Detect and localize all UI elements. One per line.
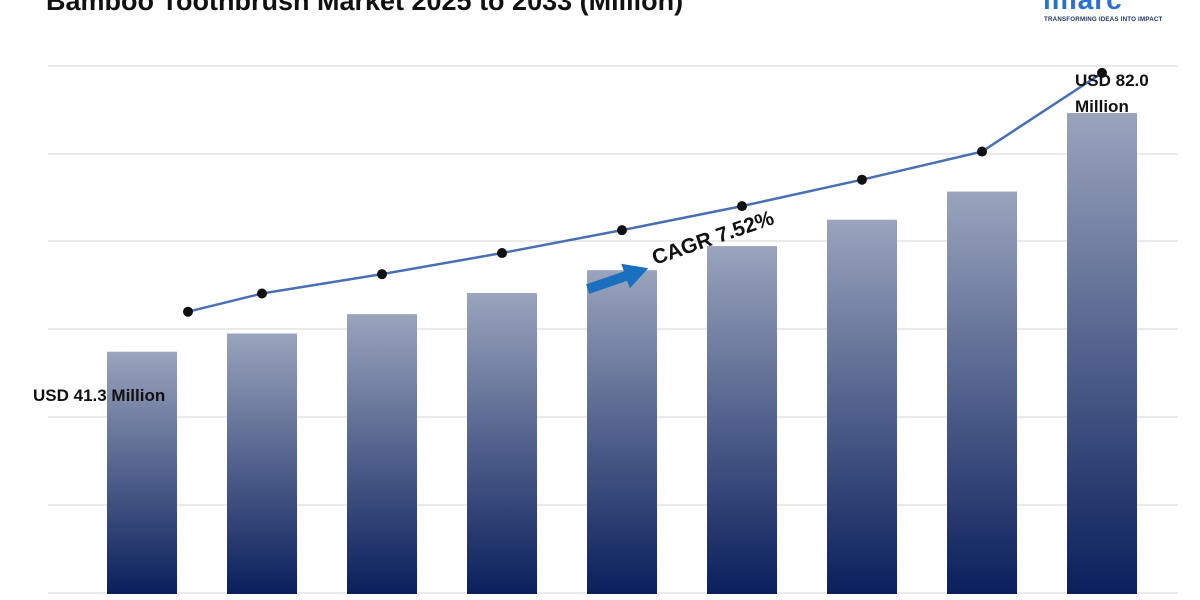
logo-word: imarc (1043, 0, 1123, 14)
logo-tagline: TRANSFORMING IDEAS INTO IMPACT (1044, 16, 1163, 23)
trend-point-2025 (183, 306, 193, 317)
bar-2025 (107, 351, 177, 594)
end-value-label-line2: Million (1075, 97, 1129, 116)
bar-2031 (827, 219, 897, 594)
start-value-label: USD 41.3 Million (33, 386, 165, 405)
cagr-arrow-head (621, 263, 649, 289)
trend-line-group (183, 67, 1107, 317)
bar-2027 (347, 314, 417, 594)
bars (107, 112, 1137, 594)
bar-2032 (947, 191, 1017, 594)
trend-point-2029 (617, 225, 627, 236)
trend-point-2026 (257, 288, 267, 299)
bar-2026 (227, 333, 297, 594)
chart-title: Bamboo Toothbrush Market 2025 to 2033 (M… (46, 0, 684, 16)
trend-point-2027 (377, 269, 387, 280)
trend-point-2031 (857, 174, 867, 185)
imarc-logo: imarc TRANSFORMING IDEAS INTO IMPACT (1043, 0, 1178, 36)
trend-point-2028 (497, 248, 507, 259)
bar-2033 (1067, 112, 1137, 594)
bar-2029 (587, 270, 657, 594)
end-value-label-line1: USD 82.0 (1075, 71, 1149, 90)
bar-2030 (707, 246, 777, 594)
trend-point-2030 (737, 201, 747, 212)
cagr-arrow-shaft (586, 270, 630, 294)
cagr-arrow (586, 263, 649, 294)
cagr-arrow-group (586, 263, 649, 294)
trend-point-2033 (1097, 67, 1107, 78)
trend-point-2032 (977, 146, 987, 157)
bar-2028 (467, 293, 537, 594)
